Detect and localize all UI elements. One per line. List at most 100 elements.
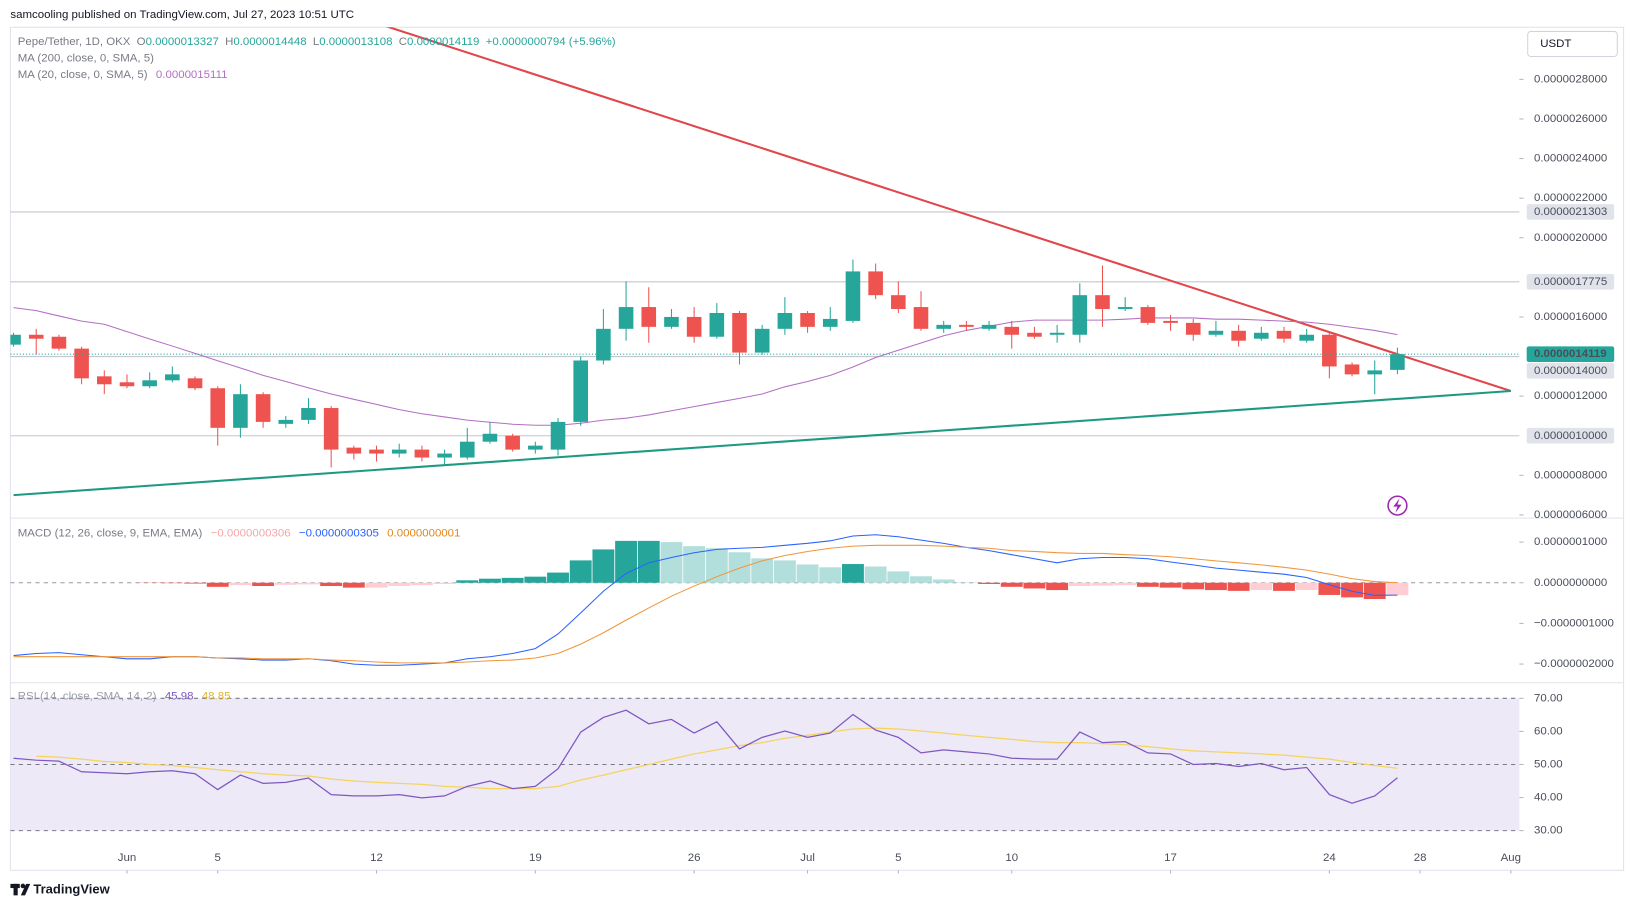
- candle-body: [573, 360, 589, 422]
- candle-body: [323, 408, 339, 450]
- y-tick-label: 0.0000012000: [1534, 390, 1607, 402]
- candle-body: [732, 312, 747, 353]
- histogram-bar: [342, 582, 365, 588]
- histogram-bar: [1341, 582, 1363, 598]
- histogram-bar: [1091, 582, 1114, 586]
- y-tick-label: 0.0000028000: [1534, 73, 1607, 85]
- candle-body: [936, 324, 951, 329]
- histogram-bar: [660, 542, 683, 583]
- candle-body: [187, 378, 203, 389]
- candle-body: [1072, 295, 1088, 335]
- histogram-bar: [184, 582, 206, 584]
- candle-body: [51, 336, 67, 349]
- histogram-bar: [978, 582, 1001, 584]
- moving-average: [13, 307, 1398, 426]
- legend-item: RSI (14, close, SMA, 14, 2): [18, 690, 157, 702]
- x-tick-label: 19: [529, 852, 542, 864]
- histogram-bar: [1250, 582, 1273, 591]
- legend-item: MA (200, close, 0, SMA, 5): [18, 53, 154, 65]
- x-tick-label: 28: [1414, 852, 1427, 864]
- candle-body: [709, 312, 725, 337]
- candle-body: [845, 271, 861, 321]
- candle-body: [1322, 334, 1337, 367]
- y-tick-label: 70.00: [1534, 692, 1563, 704]
- candle-body: [1027, 332, 1042, 337]
- histogram-bar: [252, 582, 275, 587]
- candle-body: [528, 445, 543, 450]
- level-label-bg: [1526, 273, 1615, 290]
- histogram-bar: [773, 560, 796, 583]
- rsi-line: [36, 727, 1398, 790]
- x-tick-label: Jun: [118, 852, 136, 864]
- candle-body: [1004, 326, 1020, 335]
- y-tick-label: 50.00: [1534, 759, 1563, 771]
- trendline: [13, 389, 1511, 497]
- candle-body: [369, 449, 384, 454]
- histogram-bar: [819, 567, 842, 583]
- footer-brand: TradingView: [33, 882, 110, 897]
- candle-body: [1208, 330, 1224, 335]
- y-tick-label: 0.0000020000: [1534, 232, 1607, 244]
- candle-body: [142, 380, 157, 387]
- histogram-bar: [456, 580, 479, 583]
- legend-line: MA (200, close, 0, SMA, 5): [18, 53, 154, 65]
- histogram-bar: [1295, 582, 1318, 591]
- candle-body: [664, 316, 679, 327]
- x-tick-label: 12: [370, 852, 383, 864]
- x-tick-label: 24: [1323, 852, 1336, 864]
- candle-body: [913, 307, 929, 329]
- candle-body: [1367, 370, 1383, 375]
- legend-item: 45.98: [165, 690, 194, 702]
- last-price-label: 0.0000014119: [1534, 348, 1607, 360]
- logo-part: [13, 883, 18, 896]
- histogram-bar: [365, 582, 388, 588]
- candle-body: [891, 295, 906, 310]
- currency-label[interactable]: USDT: [1540, 38, 1571, 50]
- candle-body: [1117, 307, 1133, 310]
- histogram-bar: [1182, 582, 1205, 590]
- histogram-bar: [388, 582, 411, 587]
- legend-item: MACD (12, 26, close, 9, EMA, EMA): [18, 528, 203, 540]
- legend-item: Pepe/Tether, 1D, OKX: [18, 36, 131, 48]
- histogram-bar: [1273, 582, 1295, 591]
- level-label: 0.0000017775: [1534, 276, 1607, 288]
- legend-item: 0.0000015111: [156, 69, 228, 81]
- x-tick-label: 5: [895, 852, 901, 864]
- candle-body: [505, 435, 520, 450]
- legend-item: C: [399, 36, 407, 48]
- y-tick-label: −0.0000002000: [1534, 658, 1614, 670]
- histogram-bar: [433, 582, 456, 584]
- candle-body: [1231, 330, 1246, 341]
- candle-body: [868, 271, 883, 296]
- candle-body: [74, 348, 89, 379]
- histogram-bar: [592, 549, 615, 583]
- candle-body: [686, 316, 702, 337]
- y-tick-label: 0.0000000000: [1534, 577, 1607, 589]
- y-tick-label: 0.0000026000: [1534, 113, 1607, 125]
- candle-body: [822, 318, 838, 327]
- candle-body: [1049, 332, 1065, 335]
- y-tick-label: 30.00: [1534, 825, 1563, 837]
- candle-body: [233, 394, 248, 428]
- y-tick-label: 0.0000022000: [1534, 192, 1607, 204]
- candle-body: [1276, 330, 1292, 339]
- candle-body: [391, 449, 407, 454]
- lightning-icon[interactable]: [1387, 495, 1408, 516]
- currency-button[interactable]: [1527, 30, 1618, 57]
- histogram-bar: [841, 564, 864, 583]
- logo-part: [20, 883, 26, 889]
- icon-bolt[interactable]: [1393, 498, 1402, 513]
- histogram-bar: [410, 582, 433, 586]
- level-label: 0.0000010000: [1534, 430, 1607, 442]
- histogram-bar: [1023, 582, 1046, 589]
- y-tick-label: 0.0000001000: [1534, 536, 1607, 548]
- candle-body: [1095, 295, 1110, 310]
- candle-body: [210, 388, 226, 428]
- histogram-bar: [1000, 582, 1023, 587]
- histogram-bar: [524, 576, 547, 583]
- y-tick-label: 0.0000008000: [1534, 469, 1607, 481]
- level-label-bg: [1526, 427, 1615, 444]
- legend-item: O: [137, 36, 146, 48]
- histogram-bar: [751, 558, 774, 583]
